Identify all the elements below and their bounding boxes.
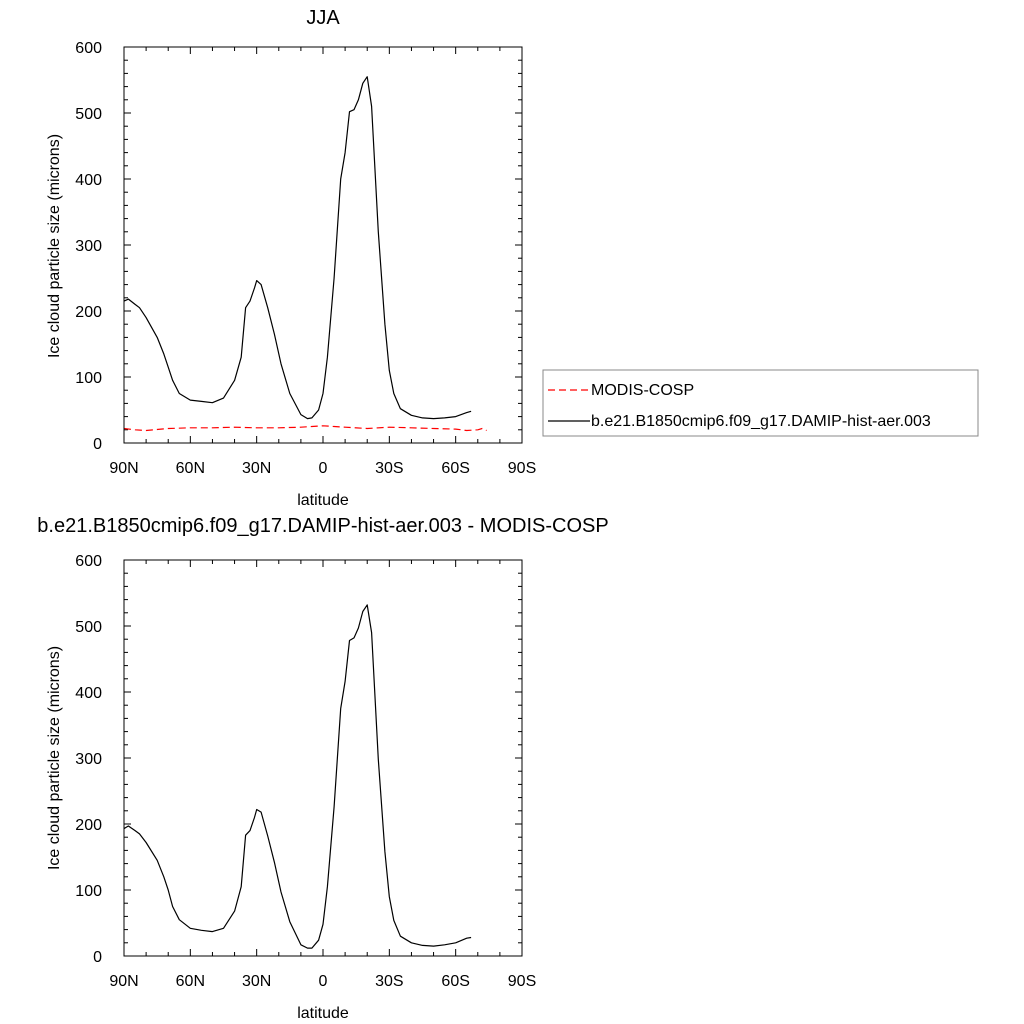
top-y-axis-label: Ice cloud particle size (microns) [46,134,63,358]
bottom-y-tick-label: 200 [75,817,102,834]
bottom-panel: b.e21.B1850cmip6.f09_g17.DAMIP-hist-aer.… [37,515,608,1022]
top-series-line-modis-cosp [123,425,487,432]
top-plot-frame [123,46,523,444]
top-y-tick-label: 100 [75,370,102,387]
bottom-y-tick-label: 500 [75,619,102,636]
bottom-ticks: 90N 60N 30N 0 30S 60S 90S 0 100 200 300 400 500 600 [75,553,536,990]
bottom-x-tick-label: 30S [375,973,403,990]
bottom-lines [123,604,472,949]
legend-entry-model: b.e21.B1850cmip6.f09_g17.DAMIP-hist-aer.… [591,413,931,430]
top-y-tick-label: 300 [75,238,102,255]
top-x-tick-label: 0 [319,460,328,477]
top-y-tick-label: 200 [75,304,102,321]
top-x-tick-label: 30S [375,460,403,477]
top-panel: JJA Ice cloud particle size (microns) la… [46,7,536,509]
bottom-x-tick-label: 90S [508,973,536,990]
bottom-y-tick-label: 0 [93,949,102,966]
top-series-line-model [123,76,472,420]
top-ticks: 90N 60N 30N 0 30S 60S 90S 0 100 200 300 400 500 600 [75,40,536,477]
top-lines [123,76,487,432]
top-y-tick-label: 500 [75,106,102,123]
bottom-y-tick-label: 400 [75,685,102,702]
legend-entry-modis-cosp: MODIS-COSP [591,382,694,399]
top-x-tick-label: 60S [441,460,469,477]
top-x-tick-label: 90S [508,460,536,477]
top-y-tick-label: 0 [93,436,102,453]
top-y-tick-label: 400 [75,172,102,189]
bottom-x-tick-label: 60S [441,973,469,990]
bottom-x-tick-label: 30N [242,973,271,990]
bottom-series-line-difference [123,604,472,949]
bottom-x-axis-label: latitude [297,1005,349,1022]
top-x-tick-label: 90N [109,460,138,477]
bottom-y-tick-label: 100 [75,883,102,900]
top-x-tick-label: 60N [176,460,205,477]
legend-box [542,369,979,437]
bottom-x-tick-label: 60N [176,973,205,990]
top-chart-title: JJA [306,7,340,29]
bottom-y-tick-label: 300 [75,751,102,768]
bottom-chart-title: b.e21.B1850cmip6.f09_g17.DAMIP-hist-aer.… [37,515,608,537]
top-y-tick-label: 600 [75,40,102,57]
bottom-x-tick-label: 0 [319,973,328,990]
top-x-axis-label: latitude [297,492,349,509]
legend: MODIS-COSP b.e21.B1850cmip6.f09_g17.DAMI… [542,369,979,437]
top-x-tick-label: 30N [242,460,271,477]
bottom-y-tick-label: 600 [75,553,102,570]
bottom-plot-frame [123,559,523,957]
bottom-x-tick-label: 90N [109,973,138,990]
bottom-y-axis-label: Ice cloud particle size (microns) [46,646,63,870]
